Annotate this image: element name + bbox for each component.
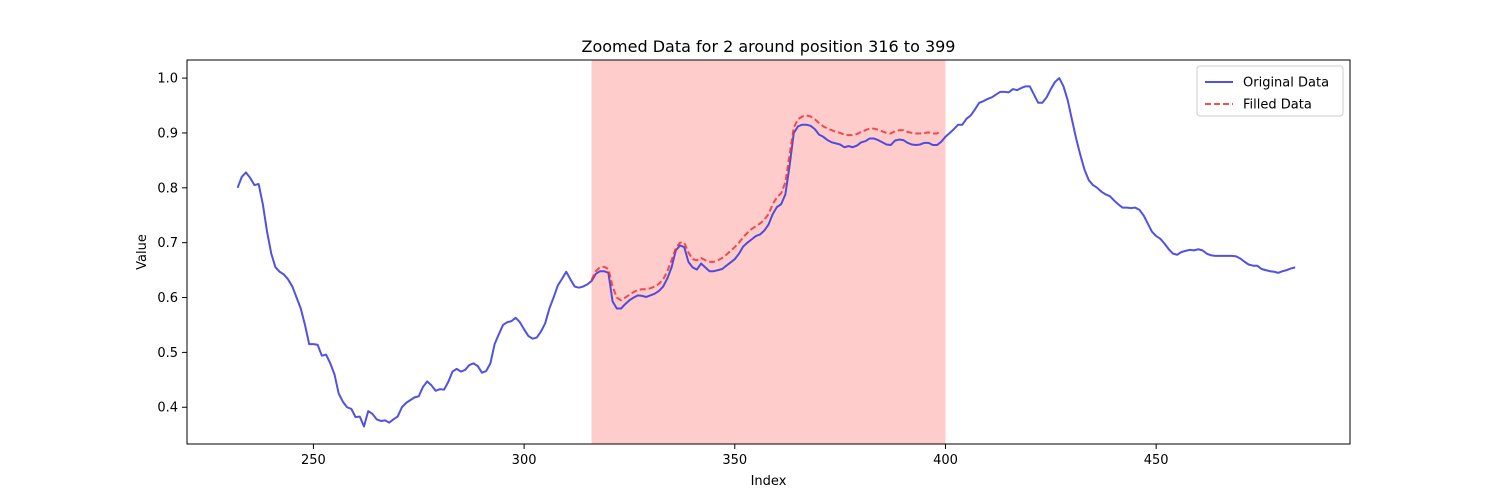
x-tick-label: 400 bbox=[933, 453, 958, 468]
series-line-filled-data bbox=[590, 114, 942, 302]
x-tick-label: 350 bbox=[722, 453, 747, 468]
legend: Original Data Filled Data bbox=[1196, 65, 1344, 117]
y-tick-label: 0.6 bbox=[157, 291, 178, 306]
series-layer bbox=[236, 77, 1296, 428]
x-tick-label: 250 bbox=[301, 453, 326, 468]
legend-label-filled-data: Filled Data bbox=[1243, 98, 1312, 113]
x-axis-ticks: 250 300 350 400 450 bbox=[301, 444, 1169, 468]
y-tick-label: 0.9 bbox=[157, 126, 178, 141]
y-tick-label: 0.5 bbox=[157, 346, 178, 361]
y-tick-label: 0.4 bbox=[157, 401, 178, 416]
x-tick-label: 300 bbox=[512, 453, 537, 468]
legend-label-original-data: Original Data bbox=[1243, 76, 1329, 91]
y-tick-label: 1.0 bbox=[157, 72, 178, 87]
y-axis-label: Value bbox=[135, 234, 150, 270]
highlight-span bbox=[591, 60, 946, 444]
x-tick-label: 450 bbox=[1144, 453, 1169, 468]
chart-title: Zoomed Data for 2 around position 316 to… bbox=[582, 37, 956, 56]
y-axis-ticks: 0.4 0.5 0.6 0.7 0.8 0.9 1.0 bbox=[157, 72, 187, 416]
y-tick-label: 0.7 bbox=[157, 236, 178, 251]
legend-box bbox=[1196, 65, 1344, 117]
x-axis-label: Index bbox=[751, 474, 787, 489]
y-tick-label: 0.8 bbox=[157, 181, 178, 196]
plot-frame bbox=[186, 59, 1351, 445]
series-line-original-data bbox=[236, 77, 1296, 428]
